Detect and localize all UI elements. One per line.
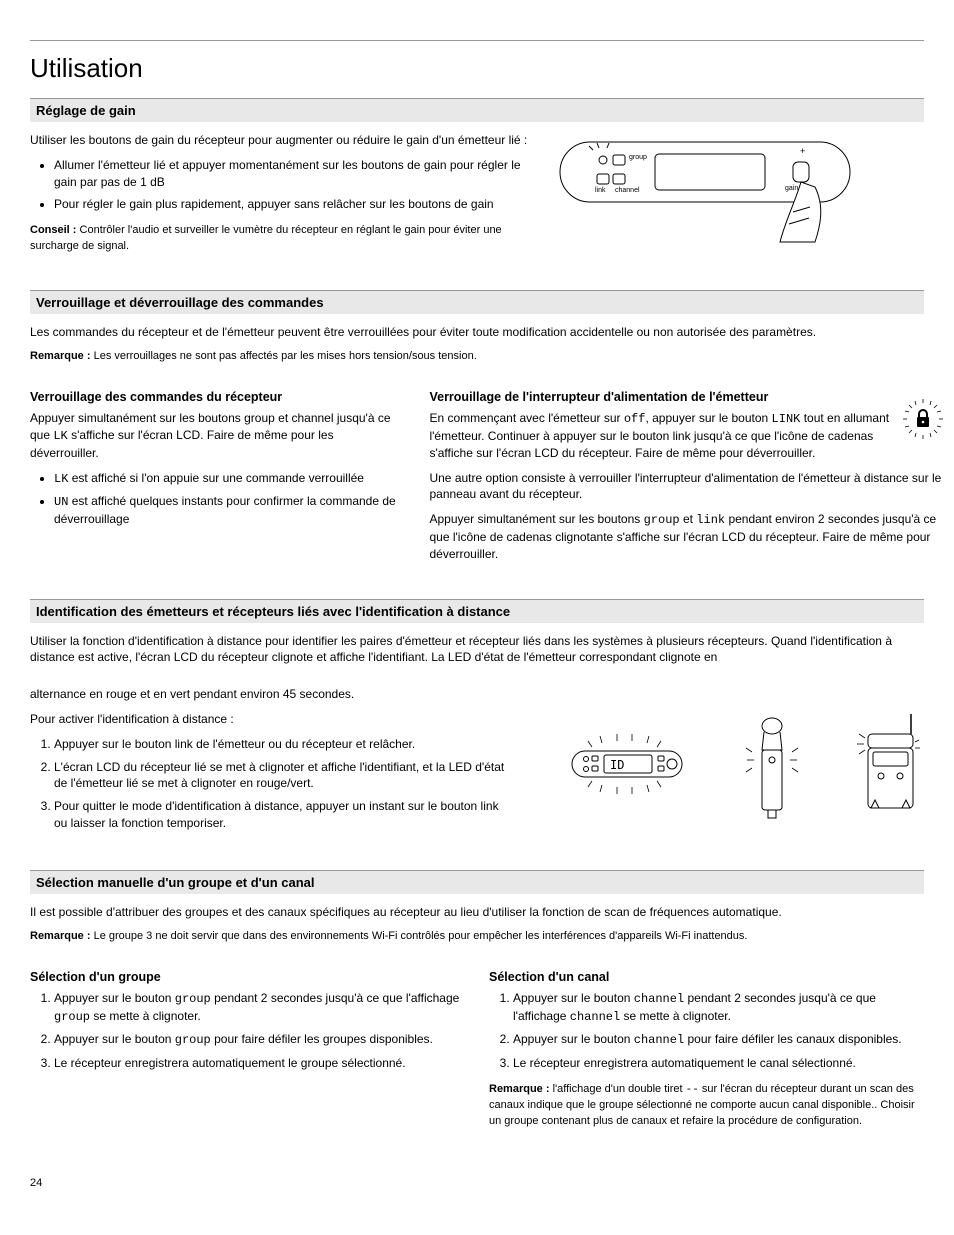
list-item: Appuyer sur le bouton group pendant 2 se…	[54, 990, 465, 1026]
list-item: Appuyer sur le bouton link de l'émetteur…	[54, 736, 513, 753]
identify-p2: Pour activer l'identification à distance…	[30, 711, 513, 728]
manual-left-heading: Sélection d'un groupe	[30, 970, 465, 984]
receiver-gain-illustration: group link channel + gain –	[555, 132, 855, 252]
list-item: Appuyer sur le bouton group pour faire d…	[54, 1031, 465, 1049]
section-heading-gain: Réglage de gain	[30, 98, 924, 122]
lock-left-heading: Verrouillage des commandes du récepteur	[30, 390, 405, 404]
page-number: 24	[30, 1177, 924, 1189]
gain-bullets: Allumer l'émetteur lié et appuyer moment…	[30, 157, 531, 213]
tip-text: Contrôler l'audio et surveiller le vumèt…	[30, 224, 502, 251]
identify-p1: Utiliser la fonction d'identification à …	[30, 633, 924, 667]
list-item: Allumer l'émetteur lié et appuyer moment…	[54, 157, 531, 191]
note-label: Remarque :	[30, 930, 91, 942]
manual-right-steps: Appuyer sur le bouton channel pendant 2 …	[489, 990, 924, 1072]
list-item: Pour régler le gain plus rapidement, app…	[54, 196, 531, 213]
section-heading-identify: Identification des émetteurs et récepteu…	[30, 599, 924, 623]
lock-right-heading: Verrouillage de l'interrupteur d'aliment…	[429, 390, 892, 404]
note-text: Les verrouillages ne sont pas affectés p…	[91, 350, 477, 362]
manual-right-note: Remarque : l'affichage d'un double tiret…	[489, 1082, 924, 1129]
label-plus: +	[800, 146, 805, 156]
manual-intro: Il est possible d'attribuer des groupes …	[30, 904, 924, 921]
manual-left-steps: Appuyer sur le bouton group pendant 2 se…	[30, 990, 465, 1072]
lock-left-p1: Appuyer simultanément sur les boutons gr…	[30, 410, 405, 461]
identify-p1b: alternance en rouge et en vert pendant e…	[30, 686, 513, 703]
manual-note: Remarque : Le groupe 3 ne doit servir qu…	[30, 929, 924, 944]
gain-intro: Utiliser les boutons de gain du récepteu…	[30, 132, 531, 149]
list-item: Appuyer sur le bouton channel pendant 2 …	[513, 990, 924, 1026]
lock-right-p3: Appuyer simultanément sur les boutons gr…	[429, 511, 948, 562]
label-group: group	[629, 154, 647, 161]
note-text: Le groupe 3 ne doit servir que dans des …	[91, 930, 748, 942]
handheld-illustration	[742, 714, 802, 824]
manual-right-heading: Sélection d'un canal	[489, 970, 924, 984]
list-item: Le récepteur enregistrera automatiquemen…	[513, 1055, 924, 1072]
list-item: L'écran LCD du récepteur lié se met à cl…	[54, 759, 513, 793]
lock-left-bullets: LK est affiché si l'on appuie sur une co…	[30, 470, 405, 528]
label-link: link	[595, 187, 606, 194]
receiver-id-illustration: ID	[562, 729, 692, 809]
label-gain: gain	[785, 185, 798, 192]
list-item: LK est affiché si l'on appuie sur une co…	[54, 470, 405, 488]
list-item: Le récepteur enregistrera automatiquemen…	[54, 1055, 465, 1072]
section-heading-lock: Verrouillage et déverrouillage des comma…	[30, 290, 924, 314]
page-title: Utilisation	[30, 53, 924, 84]
lock-icon	[902, 398, 944, 440]
identify-steps: Appuyer sur le bouton link de l'émetteur…	[30, 736, 513, 832]
list-item: Appuyer sur le bouton channel pour faire…	[513, 1031, 924, 1049]
gain-tip: Conseil : Contrôler l'audio et surveille…	[30, 223, 531, 254]
list-item: Pour quitter le mode d'identification à …	[54, 798, 513, 832]
bodypack-illustration	[853, 714, 923, 824]
note-label: Remarque :	[30, 350, 91, 362]
lock-intro: Les commandes du récepteur et de l'émett…	[30, 324, 924, 341]
tip-label: Conseil :	[30, 224, 76, 236]
top-rule	[30, 40, 924, 41]
lock-right-p2: Une autre option consiste à verrouiller …	[429, 470, 948, 504]
section-heading-manual: Sélection manuelle d'un groupe et d'un c…	[30, 870, 924, 894]
lock-right-p1: En commençant avec l'émetteur sur off, a…	[429, 410, 892, 461]
label-channel: channel	[615, 187, 640, 194]
list-item: UN est affiché quelques instants pour co…	[54, 493, 405, 528]
lock-note: Remarque : Les verrouillages ne sont pas…	[30, 349, 924, 364]
id-label: ID	[610, 758, 624, 772]
